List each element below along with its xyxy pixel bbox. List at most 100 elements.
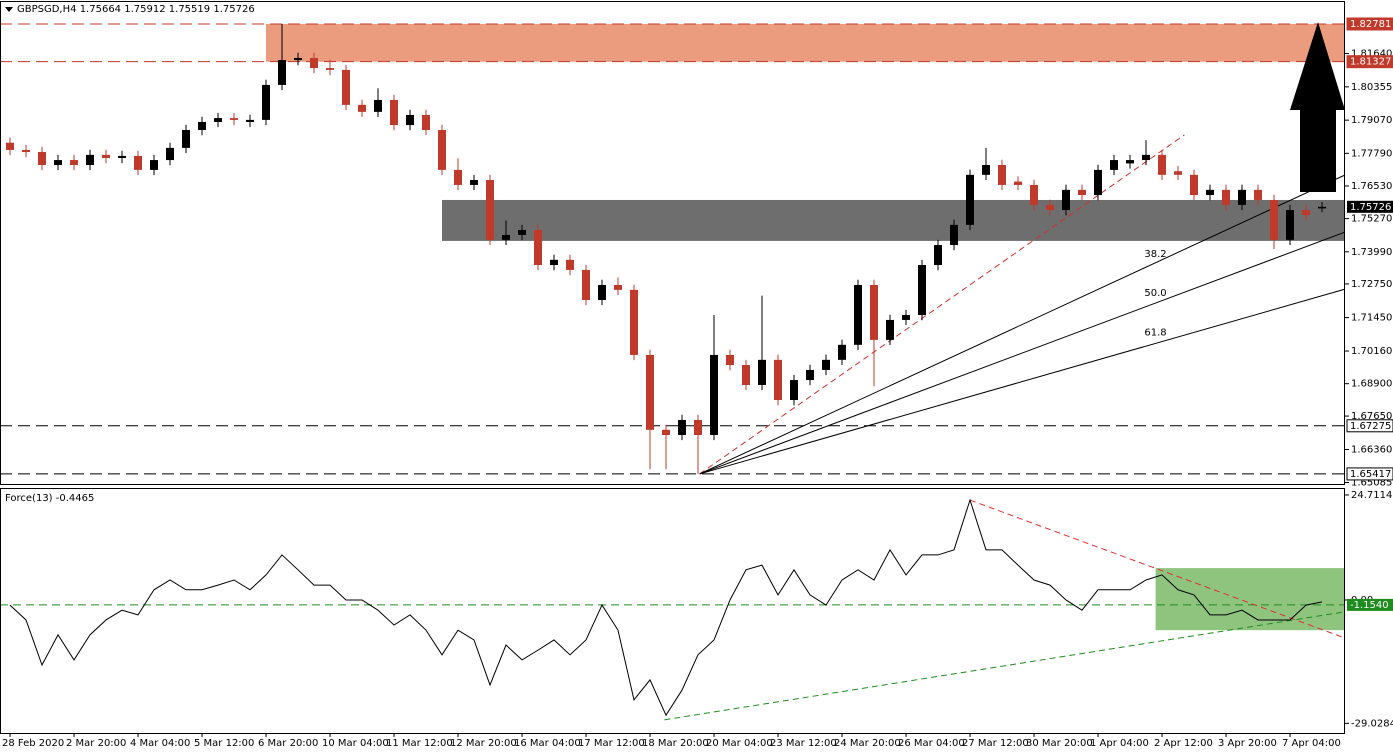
menu-icon: [5, 7, 13, 12]
zone: [266, 23, 1345, 62]
fib-fan-label: 61.8: [1144, 328, 1166, 339]
candle-body: [6, 142, 14, 150]
level-label: 1.82781: [1350, 19, 1391, 30]
candle-body: [326, 68, 334, 70]
candle-body: [614, 284, 622, 290]
y-tick-label: 1.76530: [1351, 181, 1392, 192]
level-label: 1.67275: [1350, 421, 1391, 432]
up-arrow: [1290, 22, 1345, 192]
y-tick-label: 1.77790: [1351, 148, 1392, 159]
force-line: [9, 498, 1323, 717]
candle-body: [918, 265, 926, 316]
candle-body: [294, 57, 302, 61]
candle-body: [1126, 160, 1134, 164]
candle-body: [262, 84, 270, 120]
x-tick-label: 20 Mar 04:00: [706, 738, 773, 749]
candle-body: [550, 259, 558, 266]
candle-body: [1222, 189, 1230, 205]
x-tick-label: 10 Mar 04:00: [322, 738, 389, 749]
candle-body: [1302, 210, 1310, 215]
fib-fan-label: 50.0: [1144, 288, 1166, 299]
high: 1.75912: [124, 4, 165, 15]
plot-layer: 1.81640 1.80355 1.79070 1.77790 1.76530 1.752…: [0, 17, 1393, 749]
candle-body: [1270, 199, 1278, 240]
candle-body: [1318, 206, 1326, 209]
zone: [442, 199, 1345, 241]
candle-body: [214, 118, 222, 122]
candle-body: [1110, 160, 1118, 170]
y-tick-label: 1.67650: [1351, 411, 1392, 422]
candle-body: [534, 230, 542, 266]
x-tick-label: 23 Mar 12:00: [770, 738, 837, 749]
candle-body: [246, 119, 254, 122]
candle-body: [198, 121, 206, 131]
x-tick-label: 30 Mar 20:00: [1026, 738, 1093, 749]
candle-body: [422, 114, 430, 131]
candle-body: [166, 147, 174, 161]
candle-body: [838, 344, 846, 360]
candle-body: [582, 269, 590, 300]
y-tick-label: -29.0284: [1351, 718, 1393, 729]
candle-body: [438, 130, 446, 170]
y-tick-label: 1.71450: [1351, 313, 1392, 324]
close: 1.75726: [213, 4, 254, 15]
candle-body: [1190, 174, 1198, 196]
x-tick-label: 24 Mar 20:00: [834, 738, 901, 749]
current-price-label: 1.75726: [1350, 202, 1391, 213]
candle-body: [310, 57, 318, 69]
candle-body: [1254, 189, 1262, 200]
candle-body: [1286, 210, 1294, 240]
force-panel-border: [0, 488, 1345, 734]
candle-body: [22, 149, 30, 153]
candle-body: [374, 99, 382, 112]
candle-body: [854, 284, 862, 345]
candle-body: [486, 180, 494, 240]
candle-body: [390, 99, 398, 126]
price-panel-border: [0, 1, 1345, 485]
candle-body: [1030, 184, 1038, 205]
x-tick-label: 2 Mar 20:00: [66, 738, 126, 749]
y-tick-label: 1.70160: [1351, 346, 1392, 357]
candle-body: [806, 369, 814, 381]
fib-fan-label: 38.2: [1144, 249, 1166, 260]
force-header: Force(13) -0.4465: [5, 493, 94, 504]
candle-body: [646, 354, 654, 430]
x-tick-label: 3 Apr 20:00: [1218, 738, 1277, 749]
fib-fan-line: [699, 288, 1346, 475]
level-label-bg: [1346, 419, 1393, 433]
candle-body: [1094, 169, 1102, 196]
candle-body: [598, 284, 606, 300]
candle-body: [86, 154, 94, 165]
candle-body: [902, 315, 910, 320]
x-tick-label: 18 Mar 20:00: [642, 738, 709, 749]
zone: [1155, 568, 1345, 631]
candle-body: [1206, 189, 1214, 196]
trendline: [969, 499, 1345, 639]
x-tick-label: 11 Mar 12:00: [386, 738, 453, 749]
y-tick-label: 1.68900: [1351, 379, 1392, 390]
candle-body: [342, 69, 350, 105]
low: 1.75519: [169, 4, 210, 15]
candle-body: [70, 160, 78, 165]
candle-body: [278, 60, 286, 85]
candle-body: [742, 365, 750, 385]
candle-body: [518, 230, 526, 235]
x-tick-label: 7 Apr 04:00: [1282, 738, 1341, 749]
candle-body: [502, 234, 510, 240]
candle-body: [38, 152, 46, 165]
candle-body: [678, 419, 686, 435]
x-tick-label: 12 Mar 20:00: [450, 738, 517, 749]
candle-body: [182, 130, 190, 148]
candle-body: [1142, 154, 1150, 161]
x-tick-label: 4 Mar 04:00: [130, 738, 190, 749]
price-header: GBPSGD,H4 1.75664 1.75912 1.75519 1.7572…: [17, 4, 255, 15]
candle-body: [358, 104, 366, 112]
open: 1.75664: [80, 4, 121, 15]
candle-body: [1238, 189, 1246, 205]
y-tick-label: 1.73990: [1351, 247, 1392, 258]
y-tick-label: 1.81640: [1351, 49, 1392, 60]
y-tick-label: 1.72750: [1351, 279, 1392, 290]
fib-fan-line: [699, 231, 1346, 475]
